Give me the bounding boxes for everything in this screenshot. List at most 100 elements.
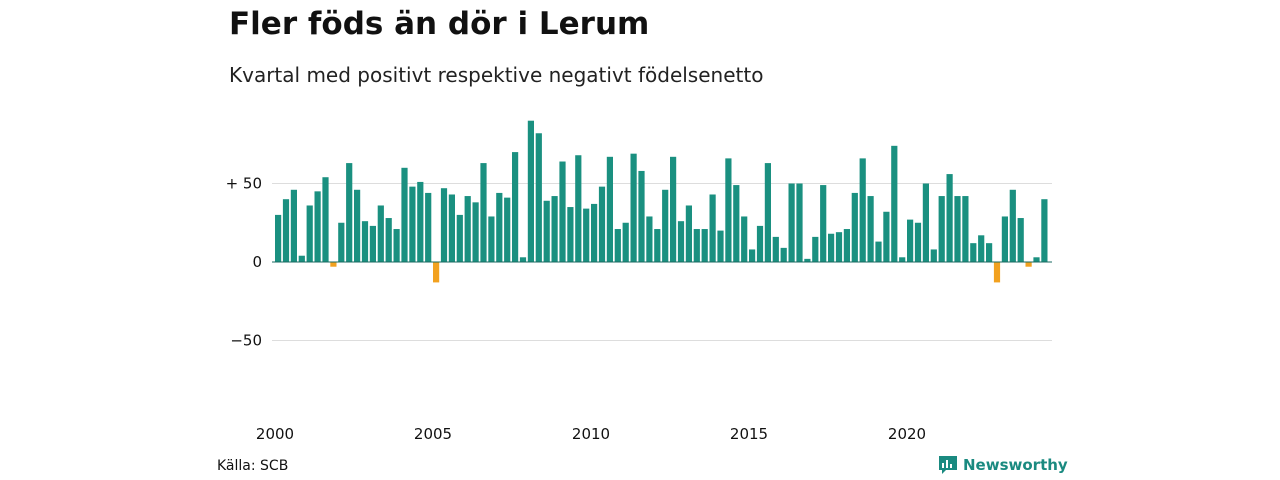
bar bbox=[464, 196, 471, 262]
bar bbox=[899, 257, 906, 262]
y-axis: + 50 0 −50 bbox=[226, 175, 262, 350]
bar-chart: + 50 0 −50 2000 2005 2010 2015 2020 bbox=[226, 120, 1052, 443]
bar bbox=[630, 153, 637, 262]
bar bbox=[275, 214, 282, 262]
bar bbox=[282, 199, 290, 262]
bar bbox=[962, 196, 969, 262]
y-tick-label: −50 bbox=[230, 332, 262, 350]
bar bbox=[796, 183, 803, 262]
bar bbox=[851, 192, 858, 262]
bar bbox=[598, 186, 606, 262]
bar bbox=[377, 205, 384, 262]
bar bbox=[654, 229, 661, 262]
bar bbox=[1041, 199, 1048, 262]
bar bbox=[764, 163, 771, 262]
bar bbox=[519, 257, 527, 262]
bar bbox=[701, 229, 708, 262]
chart-subtitle: Kvartal med positivt respektive negativt… bbox=[229, 63, 764, 87]
bar bbox=[717, 230, 724, 262]
bar bbox=[1017, 218, 1024, 262]
bar bbox=[440, 188, 448, 262]
bar bbox=[314, 191, 321, 262]
bar bbox=[875, 241, 882, 262]
bar bbox=[749, 249, 756, 262]
bar bbox=[504, 197, 511, 262]
bar bbox=[638, 170, 645, 262]
bar bbox=[772, 236, 779, 262]
bar bbox=[725, 158, 732, 262]
bar bbox=[401, 167, 408, 262]
bar bbox=[480, 163, 487, 262]
bar bbox=[820, 185, 827, 262]
bar bbox=[946, 174, 953, 262]
bar bbox=[709, 194, 716, 262]
brand-logo: Newsworthy bbox=[938, 455, 1068, 475]
bar bbox=[859, 158, 866, 262]
bar bbox=[488, 216, 495, 262]
bar bbox=[591, 203, 598, 262]
bar bbox=[993, 262, 1001, 283]
bar bbox=[393, 229, 400, 262]
bar bbox=[606, 156, 613, 262]
bar bbox=[543, 200, 550, 262]
x-tick-label: 2015 bbox=[730, 425, 768, 443]
bar bbox=[346, 163, 353, 262]
bar bbox=[472, 202, 479, 262]
x-tick-label: 2020 bbox=[888, 425, 926, 443]
newsworthy-logo-icon bbox=[939, 456, 957, 474]
bar bbox=[914, 222, 922, 262]
bar bbox=[425, 192, 432, 262]
bar bbox=[1025, 262, 1032, 267]
brand-name: Newsworthy bbox=[963, 456, 1068, 474]
bar bbox=[954, 196, 961, 262]
bar bbox=[290, 189, 297, 262]
bar bbox=[433, 262, 440, 283]
bar bbox=[1009, 189, 1016, 262]
x-axis: 2000 2005 2010 2015 2020 bbox=[256, 425, 926, 443]
bar bbox=[559, 161, 566, 262]
bar bbox=[409, 186, 416, 262]
bar bbox=[298, 255, 305, 262]
bar bbox=[496, 192, 503, 262]
bar bbox=[677, 221, 685, 262]
bar bbox=[330, 262, 337, 267]
bar bbox=[733, 185, 740, 262]
bar bbox=[583, 208, 590, 262]
bar bbox=[306, 205, 313, 262]
bar bbox=[535, 133, 542, 262]
x-tick-label: 2005 bbox=[414, 425, 452, 443]
bar bbox=[551, 196, 558, 262]
x-tick-label: 2000 bbox=[256, 425, 294, 443]
bar bbox=[812, 236, 819, 262]
bar bbox=[512, 152, 519, 262]
bar bbox=[685, 205, 692, 262]
bar bbox=[922, 183, 929, 262]
bar bbox=[1033, 257, 1040, 262]
bar bbox=[843, 229, 850, 262]
bar bbox=[322, 177, 329, 262]
bar bbox=[622, 222, 629, 262]
bars bbox=[272, 120, 1052, 283]
bar bbox=[662, 189, 669, 262]
bar bbox=[907, 219, 914, 262]
bar bbox=[338, 222, 345, 262]
bar bbox=[938, 196, 945, 262]
bar bbox=[835, 232, 843, 262]
bar bbox=[385, 218, 392, 262]
bar bbox=[978, 235, 985, 262]
bar bbox=[986, 243, 993, 262]
source-note: Källa: SCB bbox=[217, 458, 289, 474]
bar bbox=[646, 216, 653, 262]
bar bbox=[741, 216, 748, 262]
bar bbox=[867, 196, 874, 262]
bar bbox=[788, 183, 795, 262]
bar bbox=[448, 194, 455, 262]
bar bbox=[575, 155, 582, 262]
bar bbox=[417, 181, 424, 262]
chart-title: Fler föds än dör i Lerum bbox=[229, 6, 650, 42]
bar bbox=[456, 214, 463, 262]
bar bbox=[756, 225, 764, 262]
y-tick-label: 0 bbox=[252, 253, 262, 271]
y-tick-label: + 50 bbox=[226, 175, 262, 193]
bar bbox=[828, 233, 835, 262]
